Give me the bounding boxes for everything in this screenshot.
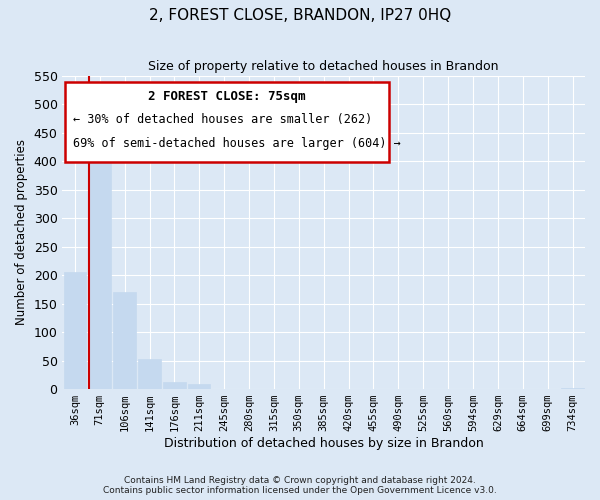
Text: Contains HM Land Registry data © Crown copyright and database right 2024.
Contai: Contains HM Land Registry data © Crown c…: [103, 476, 497, 495]
Bar: [139, 359, 161, 389]
FancyBboxPatch shape: [65, 82, 389, 162]
Text: 69% of semi-detached houses are larger (604) →: 69% of semi-detached houses are larger (…: [73, 136, 401, 149]
Text: 2, FOREST CLOSE, BRANDON, IP27 0HQ: 2, FOREST CLOSE, BRANDON, IP27 0HQ: [149, 8, 451, 22]
Bar: [562, 388, 584, 389]
Text: 2 FOREST CLOSE: 75sqm: 2 FOREST CLOSE: 75sqm: [148, 90, 306, 102]
Bar: [163, 382, 185, 389]
Y-axis label: Number of detached properties: Number of detached properties: [15, 140, 28, 326]
Bar: [89, 144, 111, 389]
Text: ← 30% of detached houses are smaller (262): ← 30% of detached houses are smaller (26…: [73, 113, 372, 126]
Bar: [113, 292, 136, 389]
X-axis label: Distribution of detached houses by size in Brandon: Distribution of detached houses by size …: [164, 437, 484, 450]
Bar: [64, 272, 86, 389]
Title: Size of property relative to detached houses in Brandon: Size of property relative to detached ho…: [148, 60, 499, 73]
Bar: [188, 384, 211, 389]
